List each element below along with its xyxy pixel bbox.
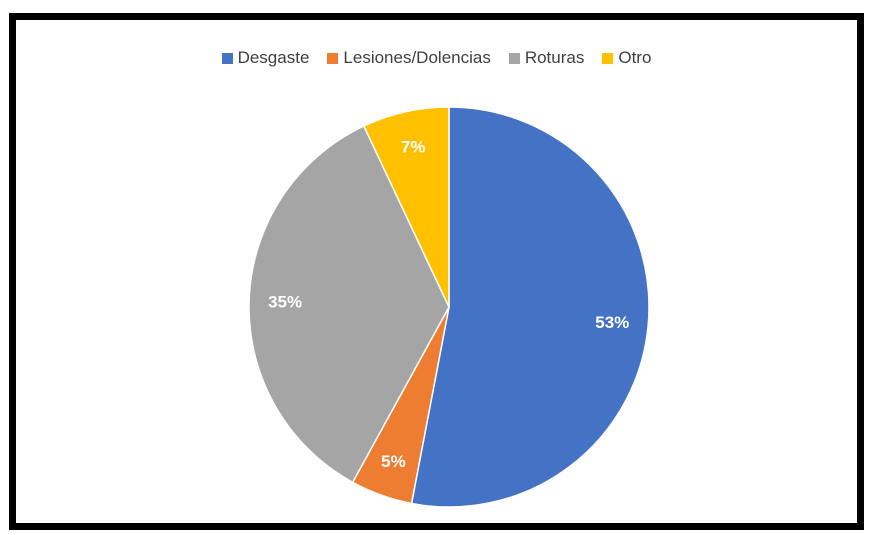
pie-label-otro: 7% — [401, 137, 426, 156]
legend-swatch-otro — [602, 52, 614, 64]
pie-slice-otro — [362, 106, 450, 308]
pie-chart: 53% 5% 35% 7% — [248, 106, 650, 508]
legend-label-lesiones: Lesiones/Dolencias — [343, 48, 491, 67]
legend-item-lesiones: Lesiones/Dolencias — [327, 48, 491, 68]
pie-label-desgaste: 53% — [595, 313, 629, 332]
legend-label-otro: Otro — [618, 48, 652, 67]
pie-label-lesiones: 5% — [381, 452, 406, 471]
legend: Desgaste Lesiones/Dolencias Roturas Otro — [16, 48, 857, 68]
pie-slice-desgaste — [410, 106, 650, 508]
legend-swatch-desgaste — [221, 52, 233, 64]
legend-swatch-lesiones — [327, 52, 339, 64]
legend-swatch-roturas — [508, 52, 520, 64]
legend-label-roturas: Roturas — [524, 48, 585, 67]
pie-slice-roturas — [248, 125, 450, 484]
legend-item-roturas: Roturas — [508, 48, 585, 68]
legend-item-otro: Otro — [602, 48, 651, 68]
pie-label-roturas: 35% — [268, 292, 302, 311]
legend-item-desgaste: Desgaste — [221, 48, 310, 68]
chart-frame: Desgaste Lesiones/Dolencias Roturas Otro… — [9, 13, 864, 530]
legend-label-desgaste: Desgaste — [237, 48, 310, 67]
